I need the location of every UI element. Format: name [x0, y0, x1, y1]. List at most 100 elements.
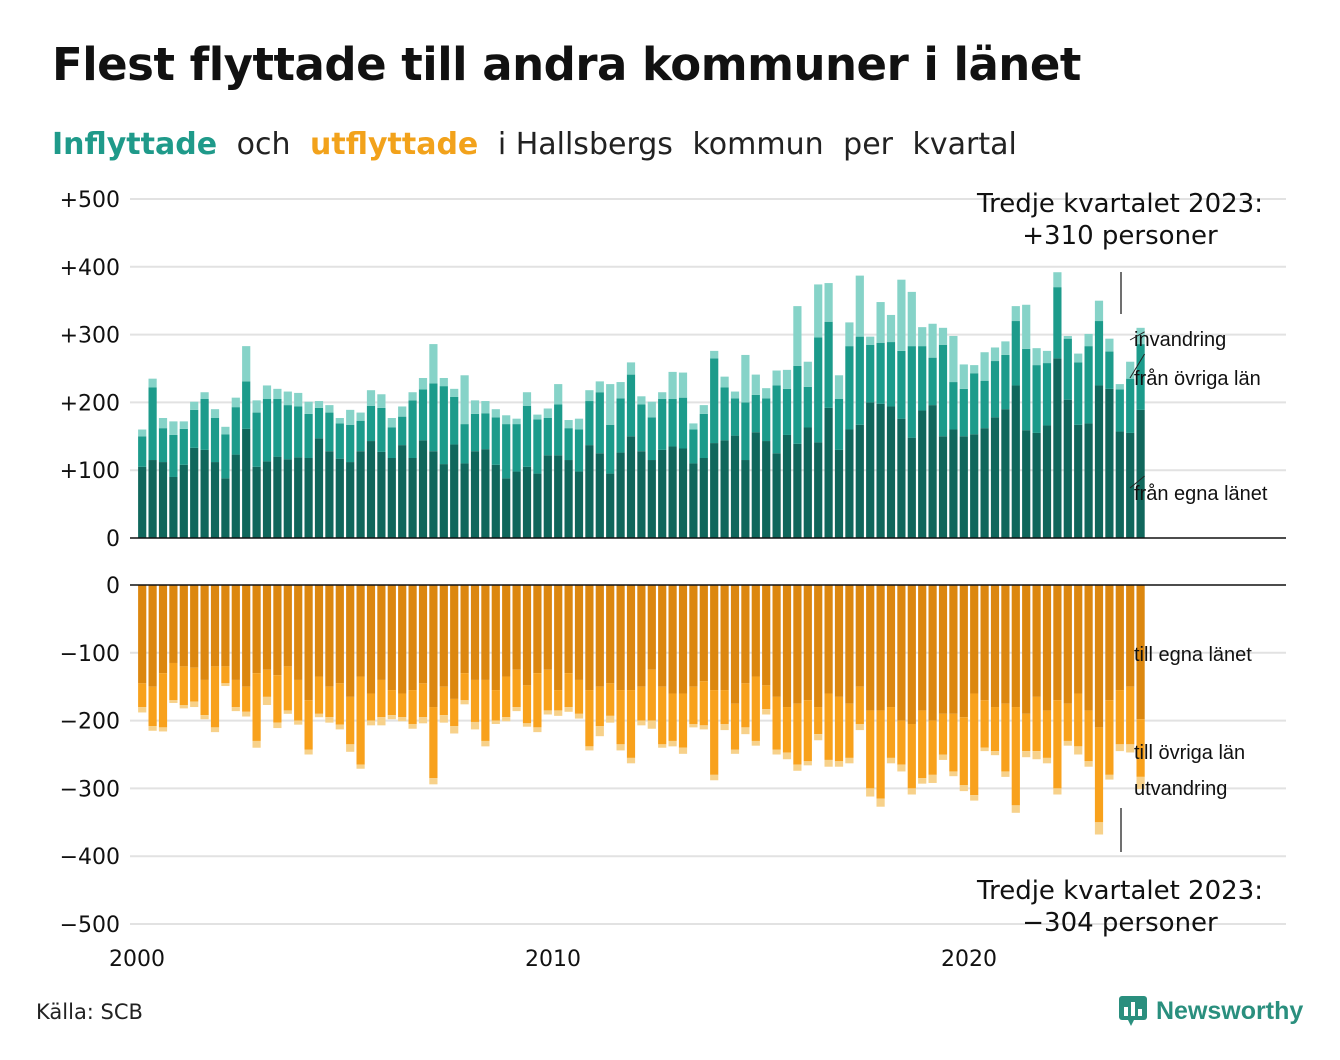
bar-in-invandring — [616, 382, 625, 399]
bar-out-ovriga-lan — [439, 686, 448, 716]
bar-out-ovriga-lan — [918, 710, 927, 779]
bar-out-ovriga-lan — [762, 685, 771, 710]
bar-out-egna-lanet — [356, 585, 365, 677]
bar-out-egna-lanet — [554, 585, 563, 691]
bar-in-invandring — [554, 384, 563, 405]
bar-out-egna-lanet — [346, 585, 355, 697]
bar-out-utvandring — [1084, 761, 1093, 767]
bar-in-invandring — [928, 323, 937, 358]
bar-out-ovriga-lan — [834, 696, 844, 762]
bar-in-ovriga-lan — [1011, 321, 1020, 386]
bar-out-ovriga-lan — [304, 700, 313, 750]
bar-in-invandring — [782, 369, 792, 389]
x-ticks: 2000 2010 2020 — [109, 947, 997, 972]
bar-out-utvandring — [138, 707, 147, 713]
bar-in-ovriga-lan — [1063, 338, 1072, 400]
bar-in-invandring — [793, 306, 802, 366]
bar-in-egna-lanet — [959, 436, 968, 538]
bar-in-ovriga-lan — [366, 405, 376, 442]
bar-in-invandring — [751, 374, 760, 395]
bar-out-utvandring — [231, 707, 240, 712]
bar-in-ovriga-lan — [1094, 321, 1104, 386]
bar-in-ovriga-lan — [450, 396, 459, 445]
bar-out-ovriga-lan — [595, 686, 604, 727]
bar-in-egna-lanet — [429, 451, 438, 538]
bar-out-utvandring — [408, 723, 417, 729]
bar-in-egna-lanet — [1011, 385, 1020, 538]
bar-out-ovriga-lan — [720, 690, 729, 724]
bar-out-ovriga-lan — [283, 666, 292, 711]
bar-out-utvandring — [387, 715, 396, 720]
bar-in-egna-lanet — [928, 405, 937, 538]
label-connector — [1129, 353, 1146, 379]
bar-out-egna-lanet — [138, 585, 147, 684]
bar-in-ovriga-lan — [470, 413, 480, 452]
bar-in-egna-lanet — [990, 417, 1000, 538]
bar-out-utvandring — [252, 740, 261, 748]
bar-in-invandring — [512, 418, 521, 425]
bar-in-egna-lanet — [262, 461, 272, 538]
bar-out-ovriga-lan — [398, 693, 407, 718]
bar-in-ovriga-lan — [1074, 362, 1083, 425]
source-label: Källa: SCB — [36, 1000, 143, 1024]
bar-in-invandring — [522, 392, 532, 406]
bar-in-invandring — [242, 346, 251, 382]
bar-out-utvandring — [980, 747, 989, 752]
bar-in-egna-lanet — [190, 447, 199, 538]
bar-in-ovriga-lan — [439, 386, 448, 465]
bar-in-egna-lanet — [949, 429, 958, 538]
bar-in-invandring — [1094, 300, 1104, 322]
bar-in-ovriga-lan — [834, 399, 844, 450]
bar-out-egna-lanet — [616, 585, 625, 691]
bar-out-utvandring — [876, 798, 885, 807]
bar-in-invandring — [294, 392, 303, 407]
bar-out-ovriga-lan — [907, 723, 916, 789]
bar-out-utvandring — [626, 757, 636, 764]
bar-out-egna-lanet — [460, 585, 469, 674]
bar-out-ovriga-lan — [970, 693, 979, 796]
bar-out-utvandring — [637, 720, 646, 726]
bar-in-invandring — [533, 414, 542, 420]
bar-in-ovriga-lan — [928, 357, 937, 406]
bar-out-ovriga-lan — [158, 673, 168, 728]
bar-out-utvandring — [772, 749, 781, 755]
bar-out-ovriga-lan — [491, 690, 500, 721]
bar-out-egna-lanet — [1136, 585, 1145, 720]
bar-in-invandring — [803, 361, 812, 387]
bar-in-egna-lanet — [814, 442, 823, 538]
bar-out-ovriga-lan — [512, 669, 521, 708]
bar-in-egna-lanet — [595, 453, 604, 538]
bar-out-egna-lanet — [1011, 585, 1020, 708]
bar-in-egna-lanet — [200, 449, 209, 538]
bar-out-utvandring — [1032, 751, 1041, 760]
bar-in-invandring — [491, 409, 500, 418]
bar-in-ovriga-lan — [876, 342, 885, 404]
bar-in-invandring — [866, 336, 875, 345]
bar-in-invandring — [1074, 353, 1083, 363]
label-till-egna-lanet: till egna länet — [1134, 644, 1252, 666]
bar-in-invandring — [647, 401, 656, 418]
bar-in-invandring — [949, 335, 958, 383]
bar-in-invandring — [158, 417, 168, 429]
bar-out-ovriga-lan — [741, 683, 750, 728]
bar-out-utvandring — [1011, 805, 1020, 813]
bar-in-egna-lanet — [533, 473, 542, 538]
bar-out-ovriga-lan — [855, 686, 864, 724]
bar-out-ovriga-lan — [273, 675, 282, 723]
bar-in-egna-lanet — [470, 451, 480, 538]
bar-out-egna-lanet — [190, 585, 199, 668]
bar-in-ovriga-lan — [1022, 348, 1031, 431]
bar-out-ovriga-lan — [335, 683, 344, 725]
bar-out-utvandring — [491, 720, 500, 724]
bar-in-ovriga-lan — [606, 424, 615, 474]
bar-in-invandring — [450, 388, 459, 397]
bar-in-ovriga-lan — [502, 424, 511, 479]
bar-out-utvandring — [824, 759, 833, 767]
bar-in-egna-lanet — [762, 441, 771, 538]
bar-out-utvandring — [595, 726, 604, 737]
label-fran-ovriga-lan: från övriga län — [1134, 368, 1261, 390]
bar-in-invandring — [907, 291, 916, 347]
bar-in-egna-lanet — [314, 438, 324, 538]
bar-out-utvandring — [928, 774, 937, 783]
bar-out-ovriga-lan — [418, 683, 428, 718]
